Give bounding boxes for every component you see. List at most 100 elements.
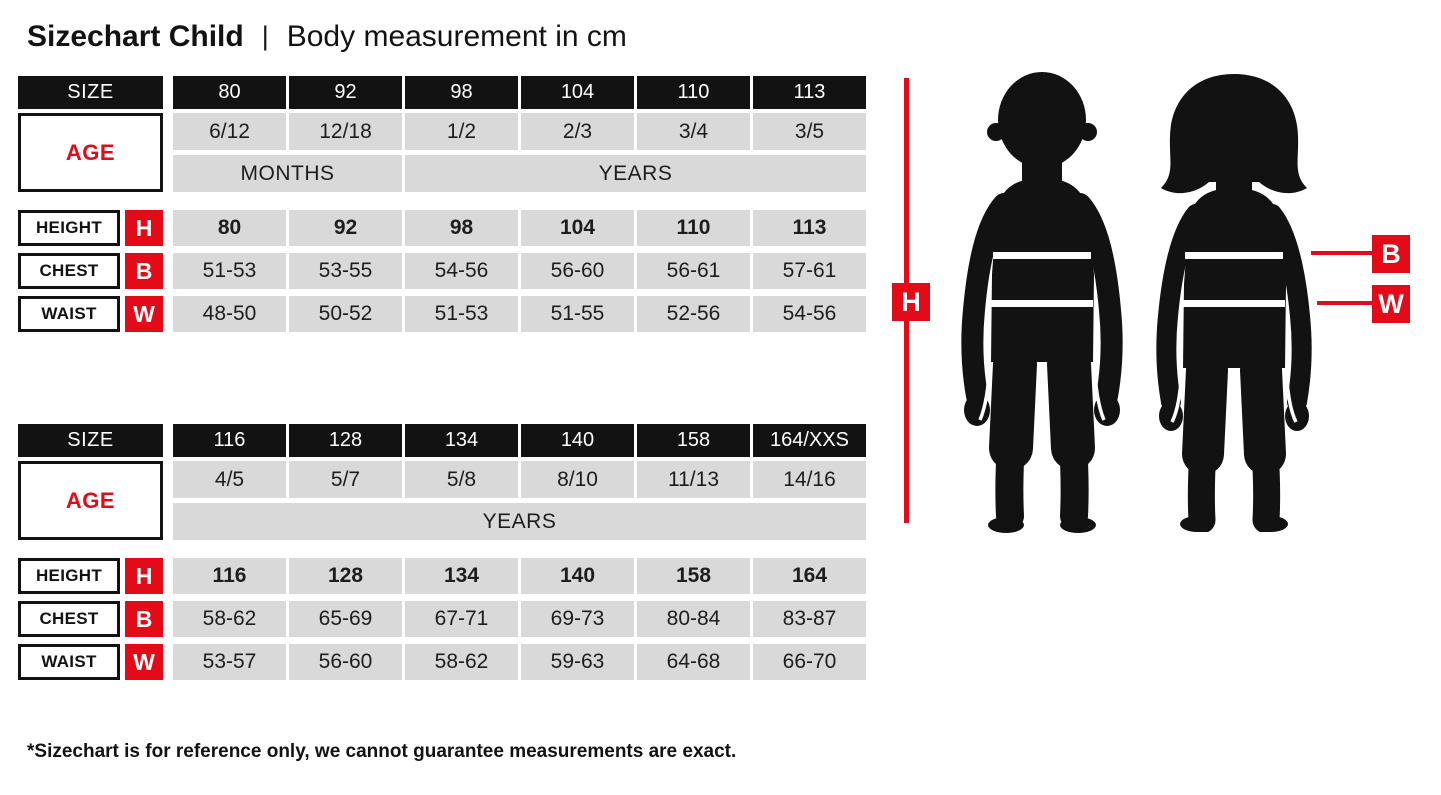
chest-cell: 80-84 bbox=[637, 601, 750, 637]
size-col-header: 140 bbox=[521, 424, 634, 457]
chest-badge: B bbox=[125, 601, 163, 637]
size-table-2: AGE SIZE 116 128 134 140 158 164/XXS 4/5 5/7 5/8 8/… bbox=[18, 424, 866, 680]
chest-cell: 65-69 bbox=[289, 601, 402, 637]
sizes-row: SIZE 116 128 134 140 158 164/XXS bbox=[18, 424, 866, 457]
size-col-header: 110 bbox=[637, 76, 750, 109]
waist-cell: 51-53 bbox=[405, 296, 518, 332]
size-col-header: 158 bbox=[637, 424, 750, 457]
height-cell: 134 bbox=[405, 558, 518, 594]
size-col-header: 113 bbox=[753, 76, 866, 109]
chest-cell: 58-62 bbox=[173, 601, 286, 637]
size-header-label: SIZE bbox=[18, 76, 163, 109]
age-cell: 2/3 bbox=[521, 113, 634, 150]
size-header-cell: SIZE bbox=[18, 76, 163, 109]
waist-cell: 59-63 bbox=[521, 644, 634, 680]
waist-cell: 56-60 bbox=[289, 644, 402, 680]
waist-label: WAIST bbox=[18, 296, 120, 332]
height-row: HEIGHT H 116 128 134 140 158 164 bbox=[18, 558, 866, 594]
measurement-figure: H bbox=[880, 60, 1441, 552]
waist-cell: 51-55 bbox=[521, 296, 634, 332]
waist-badge: W bbox=[125, 296, 163, 332]
height-badge: H bbox=[892, 283, 930, 321]
waist-badge: W bbox=[125, 644, 163, 680]
chest-label: CHEST bbox=[18, 601, 120, 637]
height-label: HEIGHT bbox=[18, 558, 120, 594]
height-cell: 98 bbox=[405, 210, 518, 246]
age-cell: 11/13 bbox=[637, 461, 750, 498]
size-header-label: SIZE bbox=[18, 424, 163, 457]
chest-header-cell: CHEST B bbox=[18, 601, 163, 637]
height-cell: 140 bbox=[521, 558, 634, 594]
chest-cell: 69-73 bbox=[521, 601, 634, 637]
age-cell: 3/5 bbox=[753, 113, 866, 150]
chest-cell: 67-71 bbox=[405, 601, 518, 637]
age-cell: 6/12 bbox=[173, 113, 286, 150]
chest-cell: 51-53 bbox=[173, 253, 286, 289]
size-col-header: 80 bbox=[173, 76, 286, 109]
height-label: HEIGHT bbox=[18, 210, 120, 246]
size-col-header: 104 bbox=[521, 76, 634, 109]
units-row: YEARS bbox=[18, 503, 866, 540]
age-cell: 12/18 bbox=[289, 113, 402, 150]
waist-cell: 52-56 bbox=[637, 296, 750, 332]
age-cell: 1/2 bbox=[405, 113, 518, 150]
waist-measure-line bbox=[1317, 301, 1372, 305]
age-label: AGE bbox=[18, 461, 163, 540]
height-row: HEIGHT H 80 92 98 104 110 113 bbox=[18, 210, 866, 246]
chest-cell: 54-56 bbox=[405, 253, 518, 289]
size-col-header: 164/XXS bbox=[753, 424, 866, 457]
size-col-header: 116 bbox=[173, 424, 286, 457]
waist-label: WAIST bbox=[18, 644, 120, 680]
height-badge: H bbox=[125, 210, 163, 246]
age-cell: 3/4 bbox=[637, 113, 750, 150]
height-cell: 158 bbox=[637, 558, 750, 594]
size-col-header: 134 bbox=[405, 424, 518, 457]
page-title: Sizechart Child | Body measurement in cm bbox=[27, 20, 627, 54]
size-header-cell: SIZE bbox=[18, 424, 163, 457]
age-cell: 8/10 bbox=[521, 461, 634, 498]
height-cell: 116 bbox=[173, 558, 286, 594]
title-divider: | bbox=[261, 21, 269, 51]
height-cell: 80 bbox=[173, 210, 286, 246]
waist-cell: 48-50 bbox=[173, 296, 286, 332]
age-cell: 4/5 bbox=[173, 461, 286, 498]
waist-header-cell: WAIST W bbox=[18, 296, 163, 332]
chest-cell: 57-61 bbox=[753, 253, 866, 289]
height-cell: 110 bbox=[637, 210, 750, 246]
ages-row: 4/5 5/7 5/8 8/10 11/13 14/16 bbox=[18, 461, 866, 498]
chest-cell: 56-61 bbox=[637, 253, 750, 289]
page-title-subtitle: Body measurement in cm bbox=[286, 20, 627, 53]
size-col-header: 92 bbox=[289, 76, 402, 109]
height-header-cell: HEIGHT H bbox=[18, 210, 163, 246]
waist-row: WAIST W 48-50 50-52 51-53 51-55 52-56 54-56 bbox=[18, 296, 866, 332]
size-col-header: 128 bbox=[289, 424, 402, 457]
size-table-1: AGE SIZE 80 92 98 104 110 113 6/12 12/18 1/2 2/3 3/4… bbox=[18, 76, 866, 332]
chest-badge: B bbox=[1372, 235, 1410, 273]
waist-cell: 58-62 bbox=[405, 644, 518, 680]
waist-header-cell: WAIST W bbox=[18, 644, 163, 680]
chest-cell: 53-55 bbox=[289, 253, 402, 289]
age-cell: 14/16 bbox=[753, 461, 866, 498]
waist-badge: W bbox=[1372, 285, 1410, 323]
age-cell: 5/7 bbox=[289, 461, 402, 498]
chest-cell: 56-60 bbox=[521, 253, 634, 289]
waist-cell: 66-70 bbox=[753, 644, 866, 680]
chest-cell: 83-87 bbox=[753, 601, 866, 637]
height-cell: 128 bbox=[289, 558, 402, 594]
girl-silhouette-icon bbox=[1156, 74, 1312, 532]
age-unit-cell: MONTHS bbox=[173, 155, 402, 192]
disclaimer-note: *Sizechart is for reference only, we can… bbox=[27, 741, 737, 762]
size-col-header: 98 bbox=[405, 76, 518, 109]
chest-badge: B bbox=[125, 253, 163, 289]
page-title-main: Sizechart Child bbox=[27, 20, 244, 53]
height-header-cell: HEIGHT H bbox=[18, 558, 163, 594]
height-cell: 92 bbox=[289, 210, 402, 246]
waist-row: WAIST W 53-57 56-60 58-62 59-63 64-68 66-70 bbox=[18, 644, 866, 680]
chest-header-cell: CHEST B bbox=[18, 253, 163, 289]
waist-cell: 53-57 bbox=[173, 644, 286, 680]
boy-silhouette-icon bbox=[961, 72, 1123, 533]
chest-row: CHEST B 58-62 65-69 67-71 69-73 80-84 83-87 bbox=[18, 601, 866, 637]
height-badge: H bbox=[125, 558, 163, 594]
age-unit-cell: YEARS bbox=[173, 503, 866, 540]
